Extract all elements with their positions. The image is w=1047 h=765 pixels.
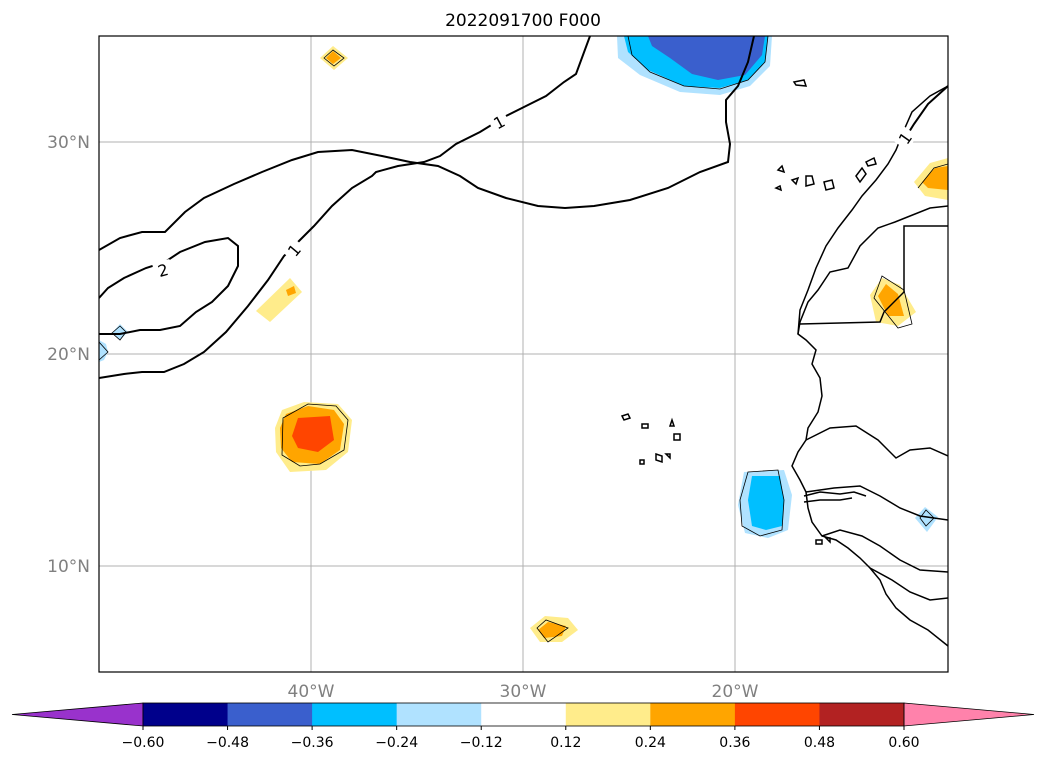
colorbar-segment — [396, 703, 482, 726]
colorbar-segment — [650, 703, 736, 726]
positive-anomaly-small-1-core — [286, 286, 296, 296]
colorbar-extend-max — [903, 702, 1035, 727]
colorbar-tick-label: 0.12 — [550, 735, 581, 751]
colorbar-tick-label: 0.24 — [635, 735, 666, 751]
colorbar-segment — [481, 703, 567, 726]
colorbar-tick-label: −0.36 — [291, 735, 334, 751]
negative-anomaly-small-2 — [915, 507, 938, 532]
positive-anomaly-small-north-core — [326, 51, 341, 64]
negative-anomaly-west-edge — [99, 340, 108, 362]
gridlines — [99, 36, 948, 672]
positive-anomaly-northeast-core — [922, 166, 948, 190]
colorbar-segment — [819, 703, 905, 726]
colorbar-segment — [312, 703, 398, 726]
colorbar-tick-label: −0.12 — [460, 735, 503, 751]
lat-label-30n: 30°N — [47, 133, 90, 153]
colorbar-tick-label: −0.24 — [375, 735, 418, 751]
lat-label-20n: 20°N — [47, 345, 90, 365]
anomaly-fills — [99, 36, 948, 642]
lon-label-30w: 30°W — [500, 682, 547, 702]
positive-anomaly-central — [275, 402, 352, 472]
contour-label-group: 1 2 1 1 — [151, 109, 918, 282]
colorbar-segment — [734, 703, 820, 726]
coastlines — [620, 79, 948, 647]
colorbar-tick-label: −0.60 — [122, 735, 165, 751]
positive-anomaly-africa-coast-core — [878, 284, 904, 316]
contour-label-2: 2 — [156, 260, 171, 281]
colorbar-segment — [227, 703, 313, 726]
map-frame — [98, 35, 949, 673]
colorbar-segment — [565, 703, 651, 726]
fill-outlines — [99, 36, 948, 643]
map-axes: 1 2 1 1 30°N 20°N 10°N 40°W 30°W 20°W — [47, 35, 949, 702]
colorbar-tick-label: 0.48 — [804, 735, 835, 751]
colorbar: −0.60 −0.48 −0.36 −0.24 −0.12 0.12 0.24 0.36 0.4… — [11, 702, 1035, 751]
lon-label-20w: 20°W — [712, 682, 759, 702]
figure-title: 2022091700 F000 — [445, 11, 601, 31]
colorbar-segment — [143, 703, 229, 726]
colorbar-outline — [142, 702, 905, 727]
lon-label-40w: 40°W — [288, 682, 335, 702]
colorbar-tick-label: 0.60 — [888, 735, 919, 751]
negative-anomaly-north — [617, 36, 772, 95]
colorbar-tick-label: 0.36 — [719, 735, 750, 751]
lat-label-10n: 10°N — [47, 557, 90, 577]
colorbar-tick-label: −0.48 — [206, 735, 249, 751]
colorbar-extend-min — [11, 702, 144, 727]
negative-anomaly-west-africa — [738, 470, 792, 538]
contour-lines — [99, 36, 948, 379]
